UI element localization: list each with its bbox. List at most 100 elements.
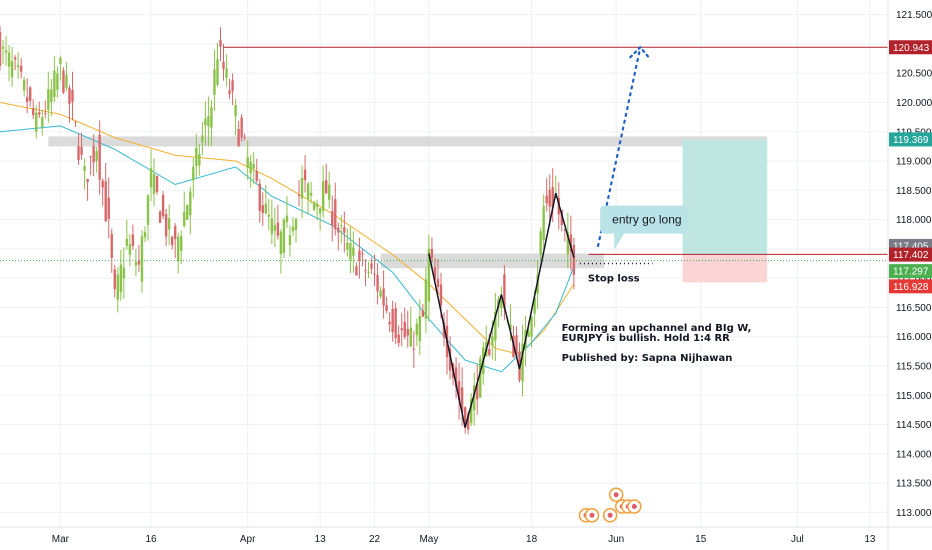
- price-tag-box: [889, 132, 932, 147]
- candle-body: [237, 128, 240, 147]
- analysis-note-line: EURJPY is bullish. Hold 1:4 RR: [562, 333, 731, 344]
- candle-body: [207, 116, 210, 127]
- candle-body: [44, 113, 47, 115]
- time-tick-label: May: [419, 534, 438, 545]
- candle-body: [110, 233, 113, 258]
- candle-body: [252, 163, 255, 169]
- time-axis[interactable]: Mar 16 Apr 13 22 May 18 Jun 15 Jul 13: [0, 526, 932, 545]
- event-markers[interactable]: [578, 487, 642, 523]
- price-tag-value: 119.369: [893, 135, 929, 146]
- candle-body: [476, 383, 479, 400]
- price-tick-label: 115.000: [896, 391, 932, 402]
- candle-body: [421, 310, 425, 317]
- candle-body: [210, 107, 213, 128]
- candle-body: [291, 226, 295, 232]
- candle-body: [309, 192, 313, 196]
- candle-body: [155, 176, 159, 192]
- w-pattern-line[interactable]: [428, 192, 575, 428]
- candle-body: [382, 288, 385, 306]
- candle-body: [297, 195, 301, 197]
- candle-body: [146, 195, 150, 225]
- candle-body: [306, 183, 310, 200]
- time-tick-label: Apr: [240, 534, 256, 545]
- candle-body: [192, 166, 195, 181]
- price-tag-box: [889, 40, 932, 55]
- candle-body: [397, 334, 400, 344]
- long-position-tool[interactable]: [682, 139, 768, 283]
- text-annotations[interactable]: entry go long Stop loss Forming an upcha…: [562, 205, 752, 364]
- candle-body: [337, 227, 340, 233]
- candle-body: [173, 226, 177, 239]
- candle-body: [466, 413, 470, 430]
- candle-body: [500, 300, 503, 309]
- candle-body: [98, 134, 101, 180]
- candle-body: [219, 40, 222, 47]
- candle-body: [231, 80, 234, 92]
- candle-body: [400, 328, 403, 331]
- candle-body: [65, 74, 68, 89]
- candle-body: [189, 191, 192, 216]
- candle-body: [463, 407, 467, 428]
- candle-body: [246, 156, 249, 168]
- candle-body: [533, 297, 536, 314]
- candle-body: [494, 311, 497, 341]
- candle-body: [340, 225, 343, 227]
- candle-body: [328, 184, 331, 200]
- price-tick-label: 117.000: [896, 274, 932, 285]
- candle-body: [74, 121, 77, 123]
- candle-body: [158, 211, 162, 223]
- candle-body: [349, 242, 352, 260]
- candle-body: [149, 168, 153, 188]
- time-tick-label: 13: [315, 534, 327, 545]
- candle-body: [479, 358, 482, 398]
- candle-body: [62, 70, 65, 93]
- candle-body: [13, 57, 17, 60]
- time-tick-label: 22: [369, 534, 381, 545]
- price-tag-box: [889, 247, 932, 262]
- candle-body: [122, 267, 126, 279]
- price-tick-label: 121.500: [896, 10, 932, 21]
- candle-body: [125, 238, 129, 246]
- sr-zone[interactable]: [48, 136, 768, 147]
- price-tick-label: 118.000: [896, 215, 932, 226]
- candle-body: [137, 260, 141, 265]
- candle-body: [107, 197, 110, 219]
- candle-body: [164, 213, 168, 237]
- loss-zone[interactable]: [682, 254, 768, 283]
- candle-body: [352, 247, 355, 256]
- candle-body: [243, 137, 246, 139]
- time-tick-label: 16: [145, 534, 157, 545]
- candle-body: [213, 69, 216, 95]
- candle-body: [551, 187, 554, 208]
- candle-body: [273, 225, 277, 231]
- candle-body: [563, 229, 567, 231]
- projection-arrow[interactable]: [596, 46, 642, 248]
- candle-body: [131, 234, 135, 246]
- price-tag-value: 117.297: [893, 267, 929, 278]
- candle-body: [222, 61, 225, 70]
- candle-body: [104, 181, 107, 222]
- candle-body: [439, 284, 443, 306]
- candle-body: [143, 232, 147, 238]
- profit-zone[interactable]: [682, 139, 768, 255]
- projection-arrowhead[interactable]: [629, 45, 652, 61]
- price-tick-label: 114.000: [896, 449, 932, 460]
- candle-body: [267, 214, 271, 217]
- event-marker-dot: [607, 512, 613, 518]
- event-marker-dot: [631, 504, 637, 510]
- candle-body: [38, 112, 41, 115]
- candle-body: [25, 97, 29, 102]
- candle-body: [315, 203, 319, 208]
- candle-body: [454, 367, 458, 388]
- price-tick-label: 115.500: [896, 361, 932, 372]
- candle-body: [288, 235, 292, 245]
- price-tick-label: 118.500: [896, 186, 932, 197]
- candle-body: [355, 266, 358, 276]
- candle-body: [364, 270, 367, 272]
- candle-body: [282, 219, 286, 253]
- callout-entry[interactable]: entry go long: [600, 205, 689, 250]
- candle-body: [545, 195, 548, 204]
- drawing-tools[interactable]: [0, 45, 888, 428]
